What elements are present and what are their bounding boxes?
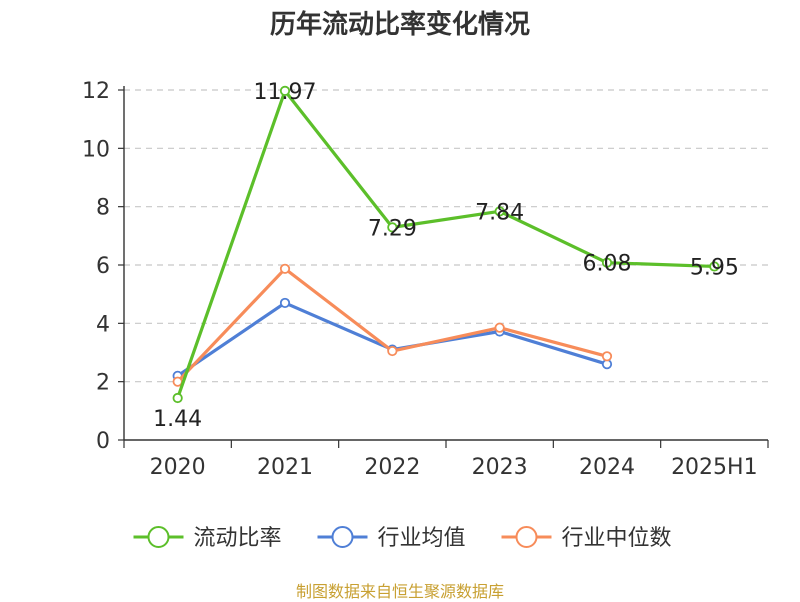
x-tick-label: 2024 bbox=[579, 455, 635, 480]
data-label: 11.97 bbox=[254, 80, 317, 105]
legend-label: 行业均值 bbox=[378, 526, 466, 551]
legend: 流动比率 行业均值 行业中位数 bbox=[133, 526, 672, 551]
x-tick-label: 2020 bbox=[150, 455, 206, 480]
source-note: 制图数据来自恒生聚源数据库 bbox=[295, 582, 504, 601]
data-label: 5.95 bbox=[690, 255, 739, 280]
x-tick-label: 2025H1 bbox=[671, 455, 758, 480]
grid-lines bbox=[124, 89, 768, 383]
data-label: 1.44 bbox=[153, 407, 202, 432]
y-tick-label: 6 bbox=[96, 254, 110, 279]
data-point[interactable] bbox=[601, 257, 613, 268]
data-point[interactable] bbox=[387, 222, 398, 233]
series-line-2 bbox=[176, 267, 608, 383]
data-label: 7.84 bbox=[475, 200, 524, 225]
legend-item-0[interactable]: 流动比率 bbox=[133, 526, 282, 551]
y-tick-label: 8 bbox=[96, 196, 110, 221]
legend-item-1[interactable]: 行业均值 bbox=[317, 526, 466, 551]
data-point[interactable] bbox=[387, 345, 398, 357]
data-point[interactable] bbox=[601, 351, 613, 362]
y-tick-label: 4 bbox=[96, 312, 110, 337]
legend-item-2[interactable]: 行业中位数 bbox=[501, 526, 672, 551]
y-tick-label: 10 bbox=[82, 137, 110, 162]
data-point[interactable] bbox=[279, 263, 291, 274]
x-tick-label: 2021 bbox=[257, 455, 313, 480]
data-point[interactable] bbox=[494, 322, 505, 333]
data-labels: 1.44 11.97 7.29 7.84 6.08 5.95 bbox=[153, 80, 739, 432]
series-lines bbox=[172, 85, 720, 404]
chart-title: 历年流动比率变化情况 bbox=[269, 10, 530, 40]
data-point[interactable] bbox=[279, 297, 291, 309]
legend-marker bbox=[331, 526, 354, 548]
data-point[interactable] bbox=[709, 261, 720, 272]
y-tick-label: 2 bbox=[96, 371, 110, 396]
data-label: 6.08 bbox=[583, 252, 632, 277]
legend-marker bbox=[147, 526, 170, 548]
axes: 0 2 4 6 8 10 12 2020 2021 2022 2023 2024 2025H1 bbox=[82, 79, 769, 480]
x-tick-label: 2023 bbox=[472, 455, 528, 480]
data-point[interactable] bbox=[494, 206, 505, 217]
legend-marker bbox=[515, 526, 538, 548]
data-point[interactable] bbox=[279, 85, 291, 96]
legend-label: 行业中位数 bbox=[562, 526, 672, 551]
legend-label: 流动比率 bbox=[194, 526, 282, 551]
y-tick-label: 12 bbox=[82, 79, 110, 104]
x-tick-label: 2022 bbox=[364, 455, 420, 480]
data-label: 7.29 bbox=[368, 216, 417, 241]
y-tick-label: 0 bbox=[96, 429, 110, 454]
data-point[interactable] bbox=[172, 376, 183, 387]
data-point[interactable] bbox=[172, 392, 183, 404]
series-line-0 bbox=[176, 89, 715, 399]
